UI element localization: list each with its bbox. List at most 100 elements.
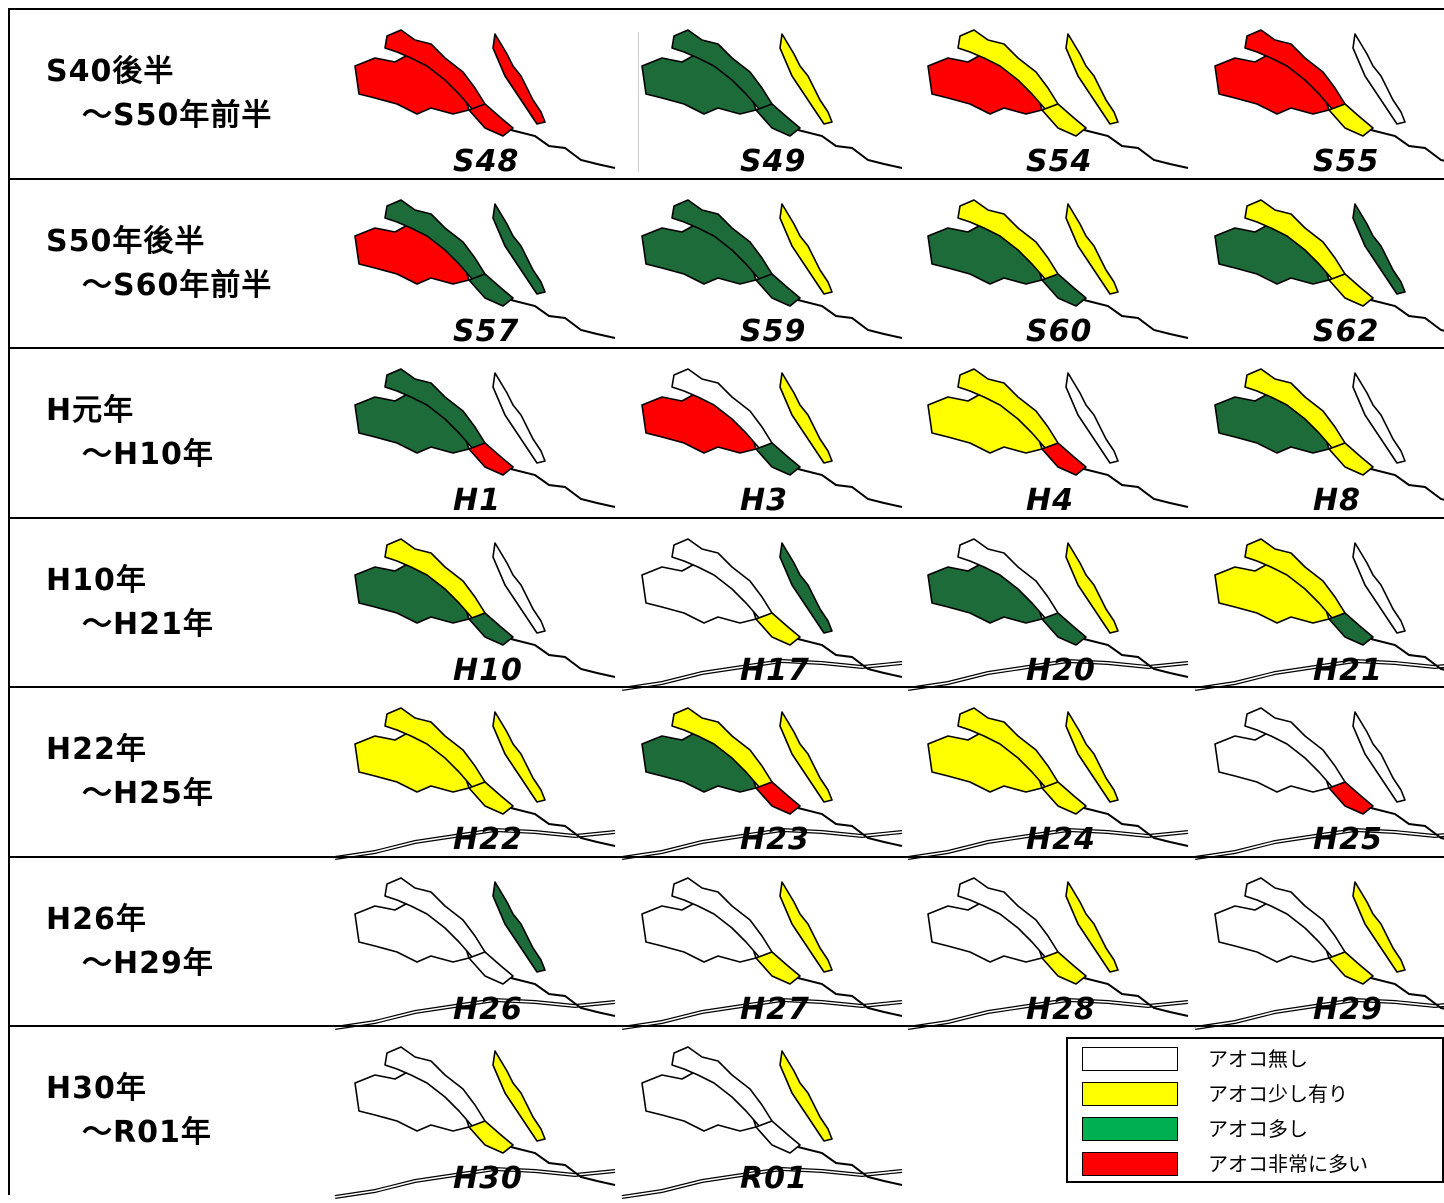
period-label-line-1: H30年 — [46, 1071, 147, 1106]
outflow-river — [1083, 977, 1189, 1017]
period-label: S40後半 ～S50年前半 — [46, 50, 272, 138]
reservoir-map-svg — [927, 29, 1189, 169]
reservoir-map: S48 — [335, 18, 616, 186]
map-grid: S40後半 ～S50年前半 S48 S49 S54 S55 S50年後半 ～S60年前半 S57… — [8, 8, 1444, 1199]
map-year-label: H23 — [740, 822, 810, 857]
map-year-label: H25 — [1313, 822, 1383, 857]
reservoir-map: H20 — [907, 527, 1189, 695]
map-year-label: H1 — [453, 483, 501, 518]
outflow-river — [1083, 468, 1189, 508]
outflow-river — [797, 807, 903, 847]
coastline-inner — [621, 829, 903, 859]
reservoir-arm-east — [779, 881, 833, 973]
reservoir-arm-junction — [755, 103, 801, 137]
outflow-river — [510, 977, 616, 1017]
reservoir-map: H27 — [621, 866, 903, 1034]
reservoir-map-svg — [621, 877, 903, 1030]
period-label-line-2: ～R01年 — [82, 1115, 212, 1150]
map-year-label: H3 — [740, 483, 788, 518]
reservoir-arm-junction — [1041, 612, 1087, 646]
reservoir-map-svg — [641, 368, 903, 508]
reservoir-map: H8 — [1195, 357, 1444, 525]
reservoir-arm-east — [1065, 203, 1119, 295]
reservoir-arm-east — [1352, 33, 1406, 125]
reservoir-map: S57 — [335, 188, 616, 356]
reservoir-arm-east — [779, 1050, 833, 1142]
map-year-label: S49 — [740, 144, 807, 179]
map-year-label: H22 — [453, 822, 523, 857]
reservoir-arm-east — [492, 203, 546, 295]
reservoir-map: H4 — [908, 357, 1189, 525]
period-label-line-2: ～H10年 — [82, 437, 214, 472]
reservoir-arm-east — [492, 542, 546, 634]
period-row: H30年 ～R01年 H30 R01 — [8, 1025, 1444, 1199]
reservoir-map-svg — [907, 538, 1189, 691]
reservoir-map-svg — [334, 1046, 616, 1199]
reservoir-arm-east — [1352, 881, 1406, 973]
reservoir-map-svg — [1194, 707, 1444, 860]
reservoir-map-svg — [1194, 538, 1444, 691]
reservoir-map: H3 — [622, 357, 903, 525]
period-label-line-1: S50年後半 — [46, 224, 206, 259]
reservoir-arm-junction — [468, 103, 514, 137]
reservoir-arm-east — [779, 33, 833, 125]
reservoir-arm-junction — [468, 612, 514, 646]
coastline-inner — [334, 829, 616, 859]
reservoir-arm-east — [779, 372, 833, 464]
reservoir-map: H21 — [1194, 527, 1444, 695]
reservoir-map-svg — [1194, 877, 1444, 1030]
period-label: H元年 ～H10年 — [46, 389, 214, 477]
reservoir-map: S49 — [622, 18, 903, 186]
reservoir-map-svg — [907, 877, 1189, 1030]
reservoir-arm-junction — [1328, 103, 1374, 137]
reservoir-arm-junction — [1041, 103, 1087, 137]
reservoir-arm-junction — [1328, 781, 1374, 815]
reservoir-map-svg — [641, 29, 903, 169]
coastline-inner — [621, 1168, 903, 1198]
reservoir-map-svg — [1214, 368, 1444, 501]
map-year-label: H24 — [1026, 822, 1096, 857]
reservoir-arm-junction — [755, 442, 801, 476]
map-year-label: S59 — [740, 314, 807, 349]
map-year-label: S55 — [1313, 144, 1380, 179]
period-label-line-2: ～H21年 — [82, 607, 214, 642]
coastline-inner — [907, 660, 1189, 690]
period-label-line-2: ～H25年 — [82, 776, 214, 811]
reservoir-arm-east — [1065, 542, 1119, 634]
period-row: S50年後半 ～S60年前半 S57 S59 S60 S62 — [8, 178, 1444, 349]
reservoir-arm-junction — [1328, 951, 1374, 985]
period-label: H10年 ～H21年 — [46, 559, 214, 647]
outflow-river — [797, 977, 903, 1017]
period-label-line-1: H元年 — [46, 393, 135, 428]
reservoir-arm-junction — [1328, 442, 1374, 476]
legend-swatch-none — [1082, 1047, 1178, 1071]
map-year-label: S54 — [1026, 144, 1093, 179]
reservoir-arm-east — [1065, 372, 1119, 464]
coastline-inner — [1194, 999, 1444, 1029]
reservoir-map: H30 — [334, 1035, 616, 1203]
reservoir-map: H29 — [1194, 866, 1444, 1034]
outflow-river — [797, 129, 903, 169]
outflow-river — [1370, 638, 1444, 671]
outflow-river — [510, 1146, 616, 1186]
reservoir-map: H17 — [621, 527, 903, 695]
map-year-label: R01 — [740, 1161, 808, 1196]
outflow-river — [1083, 638, 1189, 678]
reservoir-map: H24 — [907, 696, 1189, 864]
period-label-line-1: S40後半 — [46, 54, 175, 89]
period-label-line-2: ～S60年前半 — [82, 268, 273, 303]
reservoir-map-svg — [334, 707, 616, 860]
reservoir-map: S59 — [622, 188, 903, 356]
period-label: H22年 ～H25年 — [46, 728, 214, 816]
period-label: S50年後半 ～S60年前半 — [46, 220, 272, 308]
map-year-label: H8 — [1313, 483, 1361, 518]
reservoir-arm-east — [492, 1050, 546, 1142]
reservoir-map-svg — [641, 199, 903, 339]
legend-label-none: アオコ無し — [1208, 1047, 1308, 1071]
outflow-river — [1083, 129, 1189, 169]
map-year-label: H26 — [453, 992, 523, 1027]
reservoir-arm-east — [1065, 33, 1119, 125]
map-year-label: H30 — [453, 1161, 523, 1196]
panel-divider — [638, 32, 639, 172]
reservoir-map: H25 — [1194, 696, 1444, 864]
